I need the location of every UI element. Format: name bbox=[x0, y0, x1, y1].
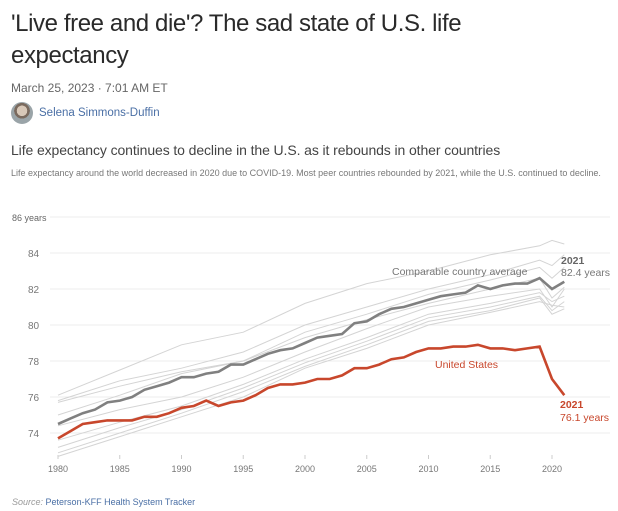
y-tick-label: 74 bbox=[28, 429, 40, 440]
y-tick-label: 76 bbox=[28, 393, 40, 404]
y-tick-label: 82 bbox=[28, 285, 40, 296]
article-title: 'Live free and die'? The sad state of U.… bbox=[11, 10, 462, 69]
y-tick-label: 84 bbox=[28, 249, 40, 260]
average-end-year: 2021 bbox=[561, 255, 585, 267]
chart-subtitle: Life expectancy around the world decreas… bbox=[11, 168, 601, 178]
us-end-year: 2021 bbox=[560, 399, 584, 411]
x-tick-label: 1990 bbox=[171, 464, 191, 474]
country-line bbox=[57, 292, 565, 441]
average-end-value: 82.4 years bbox=[561, 267, 610, 279]
author-byline[interactable]: Selena Simmons-Duffin bbox=[11, 102, 160, 124]
y-tick-label: 78 bbox=[28, 357, 40, 368]
country-line bbox=[57, 301, 565, 457]
avatar[interactable] bbox=[11, 102, 33, 124]
x-tick-label: 2015 bbox=[480, 464, 500, 474]
author-name-link[interactable]: Selena Simmons-Duffin bbox=[39, 107, 160, 119]
life-expectancy-chart: 74 76 78 80 82 84 86 years 1980 1985 1990 1995 2000… bbox=[12, 213, 610, 474]
x-tick-label: 2000 bbox=[295, 464, 315, 474]
publish-date: March 25, 2023 · 7:01 AM ET bbox=[11, 81, 168, 95]
average-line bbox=[57, 276, 565, 426]
x-tick-label: 2005 bbox=[357, 464, 377, 474]
us-end-value: 76.1 years bbox=[560, 412, 609, 424]
country-line bbox=[57, 239, 565, 396]
x-tick-label: 1985 bbox=[110, 464, 130, 474]
chart-title: Life expectancy continues to decline in … bbox=[11, 142, 501, 158]
country-line bbox=[57, 295, 565, 448]
source-link[interactable]: Peterson-KFF Health System Tracker bbox=[45, 497, 196, 507]
x-tick-label: 2010 bbox=[418, 464, 438, 474]
country-line bbox=[57, 266, 565, 403]
y-tick-label: 86 years bbox=[12, 213, 47, 223]
x-tick-label: 1980 bbox=[48, 464, 68, 474]
us-line bbox=[57, 343, 566, 440]
country-line bbox=[57, 254, 565, 402]
us-label: United States bbox=[435, 359, 498, 371]
x-tick-label: 2020 bbox=[542, 464, 562, 474]
chart-source: Source: Peterson-KFF Health System Track… bbox=[12, 497, 195, 507]
average-label: Comparable country average bbox=[392, 266, 528, 278]
country-line bbox=[57, 297, 565, 454]
y-tick-label: 80 bbox=[28, 321, 40, 332]
source-label: Source: bbox=[12, 497, 44, 507]
x-tick-label: 1995 bbox=[233, 464, 253, 474]
country-line bbox=[57, 277, 565, 416]
